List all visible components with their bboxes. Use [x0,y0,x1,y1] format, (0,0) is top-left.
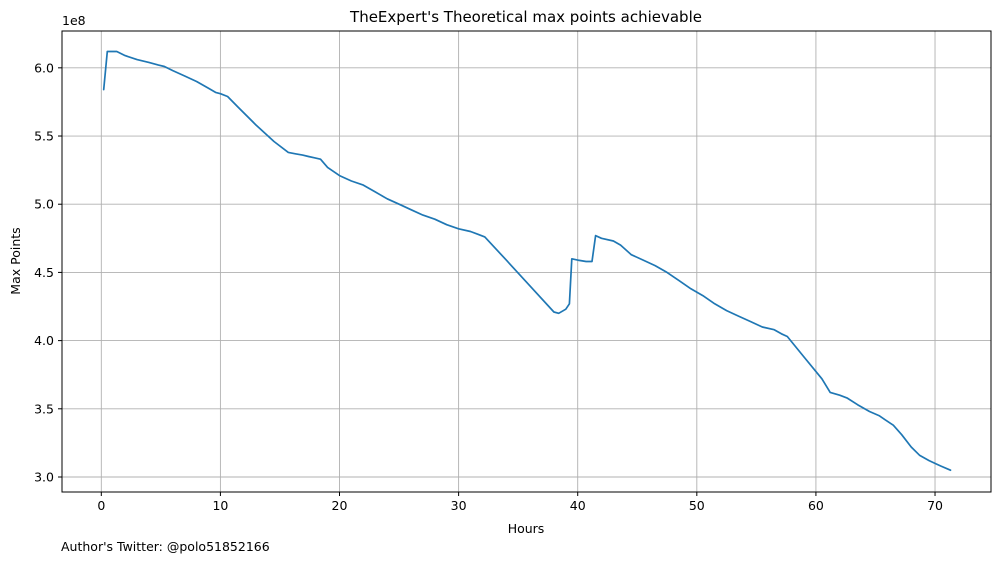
y-tick-label: 6.0 [34,60,54,75]
x-tick-label: 40 [570,498,586,513]
series-line-0 [102,50,952,472]
plot-frame [61,30,992,493]
x-axis-label: Hours [508,521,545,536]
y-tick-label: 4.0 [34,333,54,348]
x-tick-label: 70 [927,498,943,513]
x-tick-label: 50 [689,498,705,513]
grid [62,31,991,492]
y-tick-label: 4.5 [34,265,54,280]
y-tick-label: 3.0 [34,469,54,484]
y-tick-label: 5.5 [34,129,54,144]
chart-title: TheExpert's Theoretical max points achie… [349,8,702,26]
y-tick-label: 5.0 [34,197,54,212]
x-tick-label: 60 [808,498,824,513]
y-multiplier-label: 1e8 [62,13,86,28]
plot-lines [102,50,952,472]
y-axis-label: Max Points [8,227,23,294]
x-tick-label: 10 [212,498,228,513]
ticks: 0 10 20 30 40 50 60 70 3.0 3.5 4.0 4.5 5.0 5.5 6.0 [34,60,943,513]
x-tick-label: 0 [97,498,105,513]
y-tick-label: 3.5 [34,401,54,416]
footnote: Author's Twitter: @polo51852166 [61,539,270,554]
x-tick-label: 20 [332,498,348,513]
x-tick-label: 30 [451,498,467,513]
